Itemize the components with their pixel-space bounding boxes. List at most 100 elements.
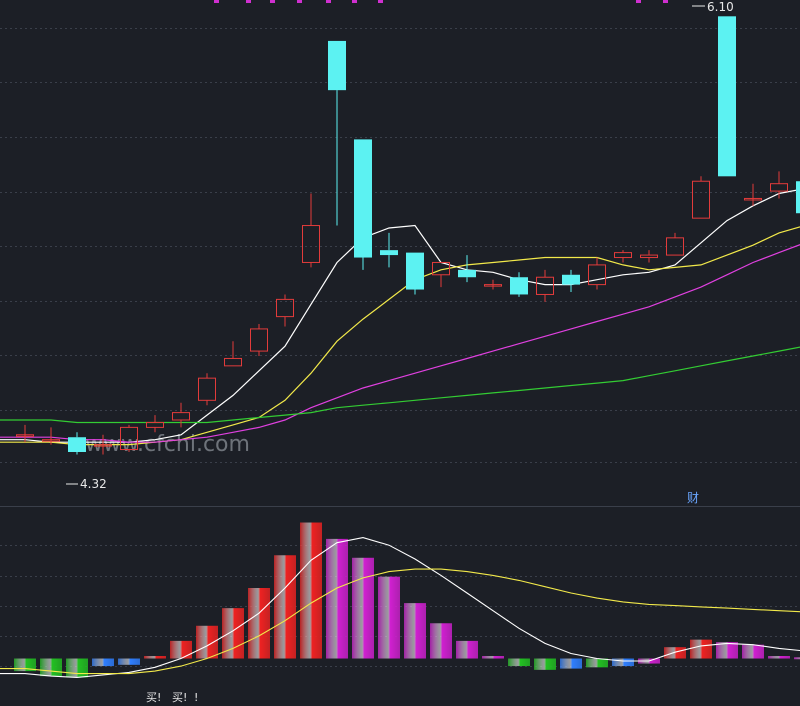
candle-up (250, 324, 268, 356)
indicator-bar (274, 555, 296, 659)
indicator-bar (716, 642, 738, 659)
moving-average-lines (0, 180, 800, 446)
candle-up (224, 341, 242, 367)
candle-up (614, 250, 632, 263)
candle-body (302, 225, 320, 263)
top-marker (378, 0, 383, 3)
indicator-bar (534, 658, 556, 670)
candlestick-series (16, 16, 800, 455)
candle-body (770, 183, 788, 192)
indicator-bar (170, 640, 192, 659)
candle-body (484, 284, 502, 287)
top-marker (297, 0, 302, 3)
candle-body (536, 276, 554, 295)
candle-down (562, 269, 580, 292)
candle-body (42, 439, 60, 442)
candle-body (562, 274, 580, 285)
indicator-lines (0, 537, 800, 678)
candle-body (666, 237, 684, 256)
top-marker (214, 0, 219, 3)
candle-body (276, 298, 294, 318)
buy-signal-label: ! (194, 691, 198, 704)
candle-body (432, 261, 450, 276)
candle-body (796, 181, 800, 214)
top-marker (270, 0, 275, 3)
candle-body (614, 252, 632, 259)
candle-down (354, 139, 372, 270)
indicator-bar (14, 658, 36, 672)
candle-down (718, 16, 736, 177)
indicator-bars (14, 522, 800, 678)
indicator-bar (742, 644, 764, 659)
candle-body (198, 377, 216, 401)
candle-down (328, 40, 346, 226)
candle-body (718, 16, 736, 177)
indicator-bar (248, 588, 270, 659)
indicator-bar (482, 656, 504, 659)
low-price-label: 4.32 (80, 477, 107, 491)
candle-down (68, 432, 86, 455)
candle-up (484, 279, 502, 290)
indicator-bar (560, 658, 582, 669)
candle-body (68, 437, 86, 452)
candle-body (406, 252, 424, 290)
candle-body (120, 426, 138, 451)
indicator-bar (378, 576, 400, 659)
candle-body (94, 444, 112, 447)
candle-down (458, 255, 476, 283)
top-marker (636, 0, 641, 3)
candle-body (328, 40, 346, 91)
indicator-bar (40, 658, 62, 677)
price-markers: 6.10 4.32 (66, 0, 734, 491)
candle-up (692, 176, 710, 219)
indicator-bar (196, 625, 218, 659)
candle-up (198, 373, 216, 406)
candle-up (42, 427, 60, 445)
indicator-bar (794, 657, 800, 660)
candle-body (692, 180, 710, 219)
indicator-bar (118, 658, 140, 665)
candle-body (224, 357, 242, 367)
buy-signals: 买! 买!! (146, 691, 198, 704)
buy-signal-label: 买! (172, 691, 187, 704)
candle-down (510, 272, 528, 297)
buy-signal-label: 买! (146, 691, 161, 704)
candle-body (250, 328, 268, 352)
candle-up (146, 415, 164, 433)
candle-up (120, 424, 138, 452)
candle-up (432, 261, 450, 288)
candle-up (744, 183, 762, 206)
indicator-bar (430, 623, 452, 659)
indicator-line-a (0, 537, 800, 678)
indicator-bar (508, 658, 530, 667)
high-price-label: 6.10 (707, 0, 734, 14)
candle-body (588, 264, 606, 286)
top-marker (246, 0, 251, 3)
indicator-bar (326, 538, 348, 659)
indicator-bar (352, 557, 374, 659)
top-marker (326, 0, 331, 3)
candle-body (16, 434, 34, 437)
indicator-bar (92, 658, 114, 667)
candle-up (302, 193, 320, 268)
candle-up (276, 294, 294, 327)
candle-body (640, 254, 658, 259)
candle-up (666, 232, 684, 256)
top-marker (352, 0, 357, 3)
candle-body (380, 250, 398, 256)
ma60-line (0, 340, 800, 424)
candle-body (146, 421, 164, 428)
event-flag-label: 财 (687, 491, 699, 505)
indicator-bar (144, 656, 166, 659)
candle-body (172, 412, 190, 421)
candle-up (94, 434, 112, 455)
candle-up (16, 424, 34, 443)
candle-down (380, 232, 398, 268)
indicator-bar (404, 603, 426, 659)
indicator-bar (456, 640, 478, 659)
candle-body (458, 269, 476, 278)
indicator-bar (690, 639, 712, 659)
indicator-bar (664, 647, 686, 659)
ma5-line (0, 180, 800, 443)
